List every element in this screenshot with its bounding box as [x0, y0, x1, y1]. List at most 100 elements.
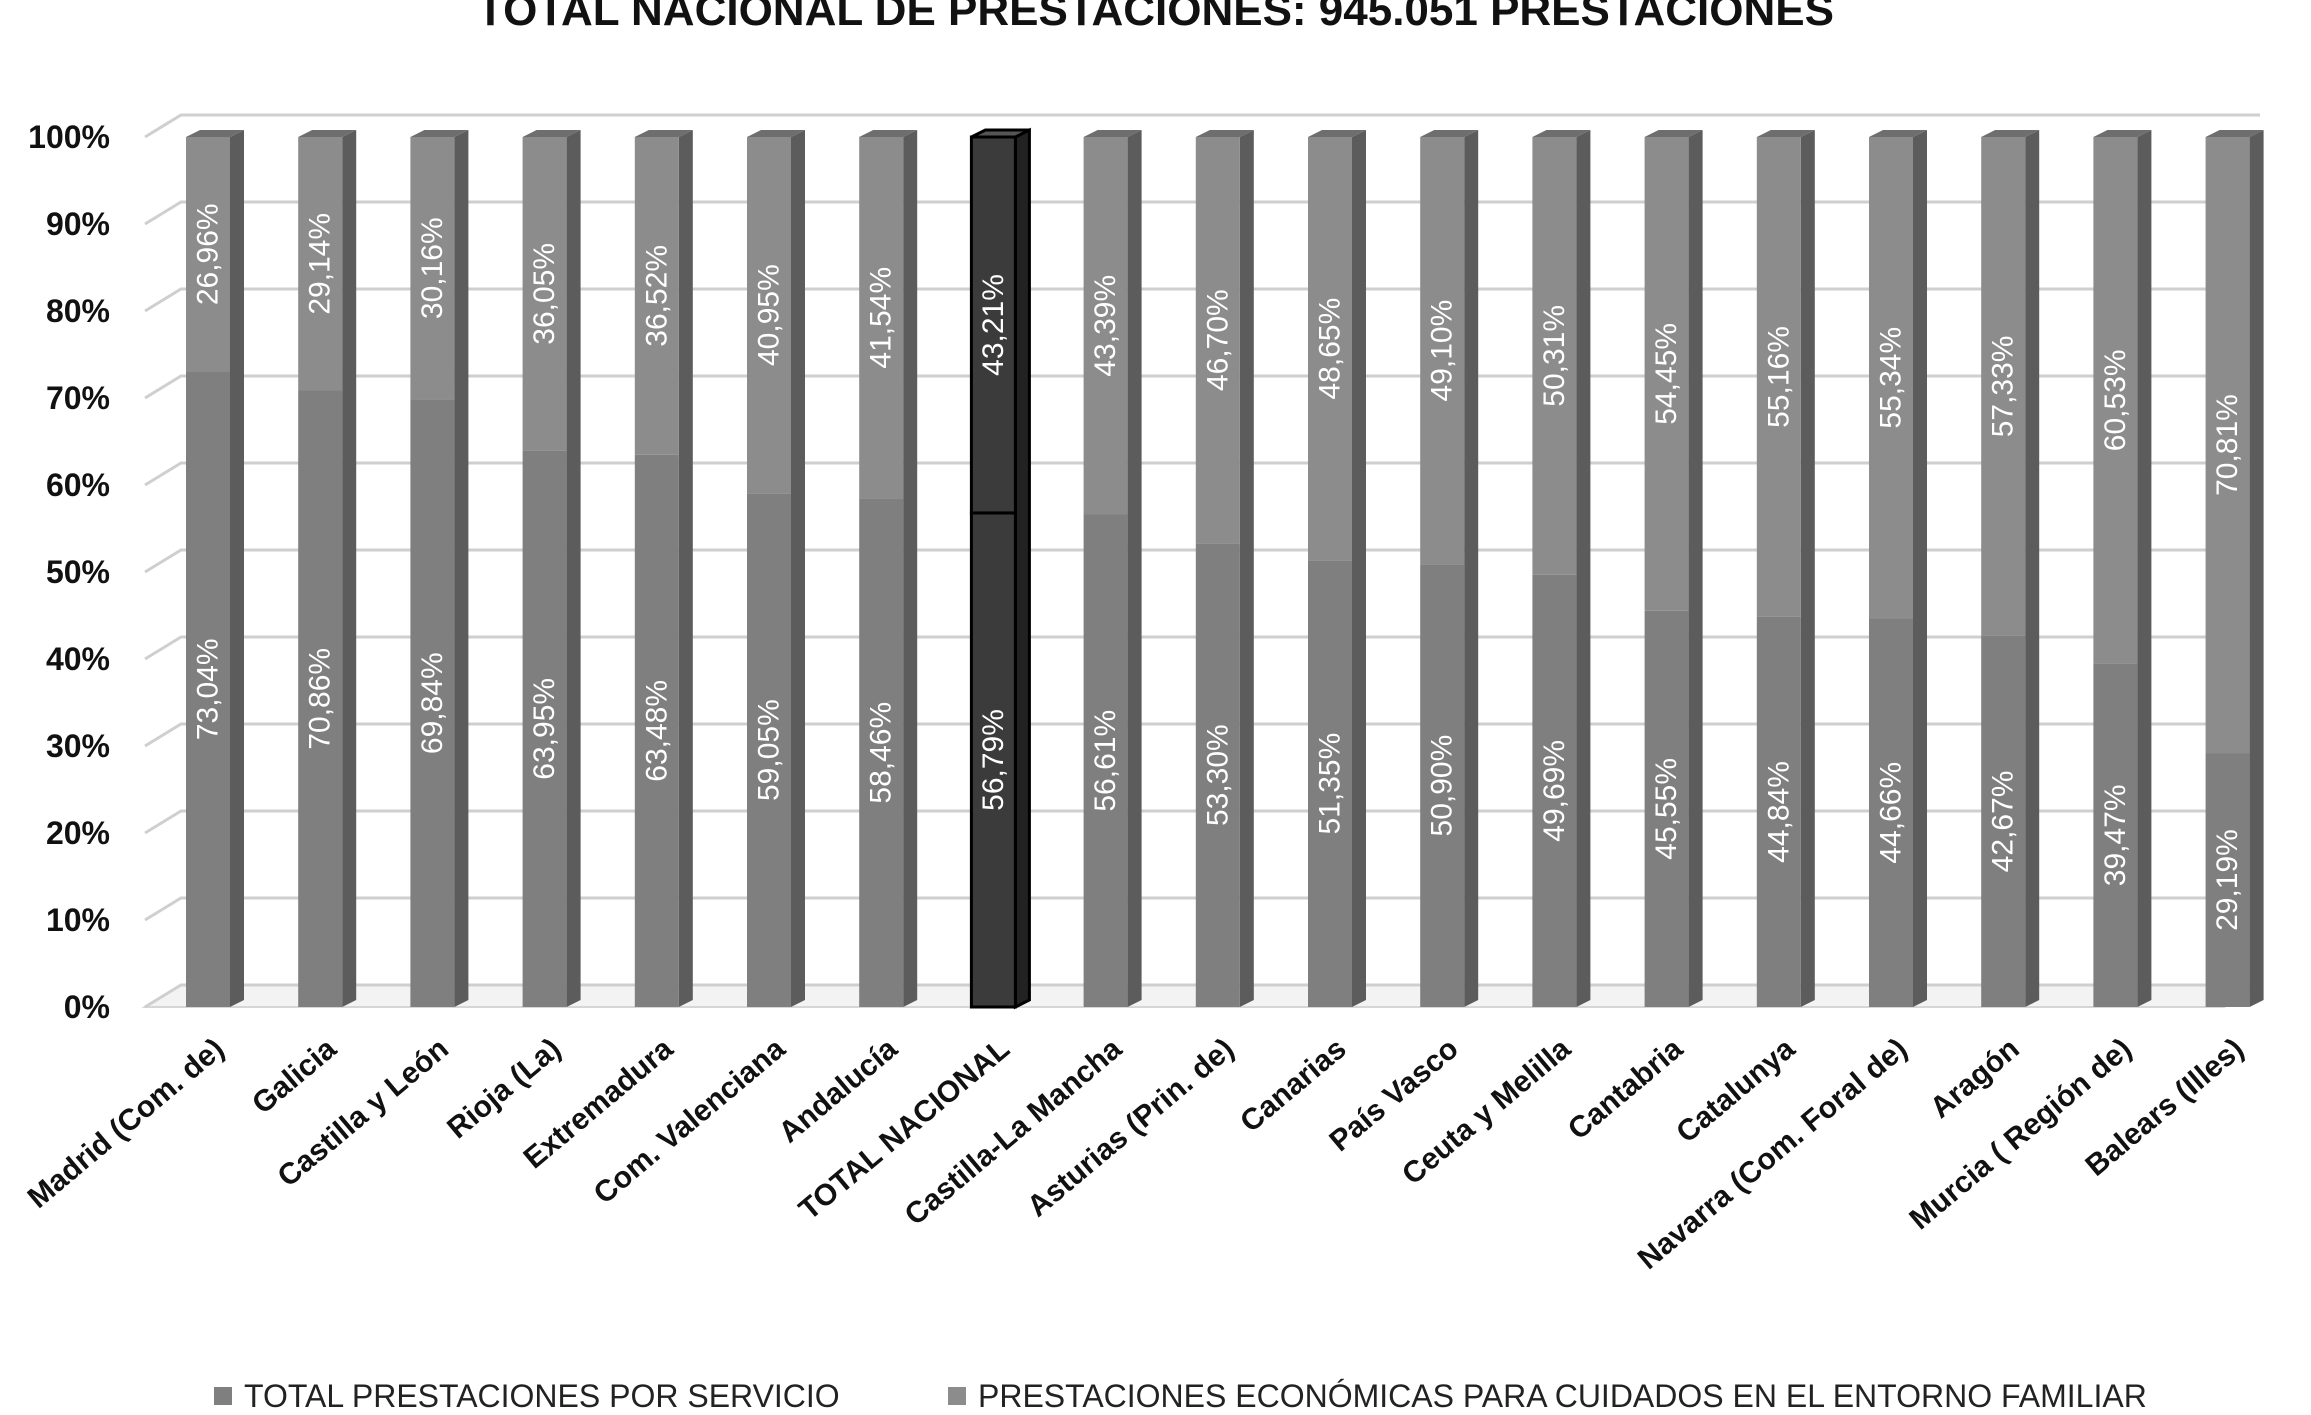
data-label-economicas: 70,81% — [2211, 394, 2244, 496]
bar-segment-economicas — [1532, 137, 1577, 575]
bar-side — [903, 130, 918, 1007]
data-label-economicas: 55,34% — [1875, 327, 1908, 429]
data-label-servicio: 45,55% — [1650, 758, 1683, 860]
bar-side — [1800, 130, 1815, 1007]
bar-segment-servicio — [1981, 635, 2026, 1007]
data-label-servicio: 70,86% — [304, 648, 337, 750]
bar-segment-economicas — [1981, 137, 2026, 636]
bar-top — [2205, 130, 2264, 137]
bar-segment-servicio — [2093, 663, 2138, 1007]
data-label-servicio: 59,05% — [753, 699, 786, 801]
data-label-servicio: 53,30% — [1201, 724, 1234, 826]
y-tick-label: 40% — [46, 641, 110, 677]
bar-segment-economicas — [1308, 137, 1352, 561]
bar-segment-servicio — [859, 498, 904, 1007]
bar-side — [1913, 130, 1927, 1007]
bar-segment-servicio — [1308, 560, 1352, 1007]
bar-top — [1644, 130, 1703, 137]
y-tick-label: 100% — [28, 119, 110, 155]
bar-segment-economicas — [1869, 137, 1913, 619]
data-label-economicas: 48,65% — [1314, 298, 1347, 400]
legend-label-economicas: PRESTACIONES ECONÓMICAS PARA CUIDADOS EN… — [978, 1377, 2147, 1414]
bar-segment-economicas — [747, 137, 791, 494]
bar-segment-servicio — [747, 493, 791, 1007]
legend-swatch-economicas — [948, 1387, 966, 1405]
bar-side — [1239, 130, 1254, 1007]
bar-top — [634, 130, 693, 137]
bar-segment-servicio — [1420, 564, 1465, 1007]
bar-top — [410, 130, 469, 137]
chart-title: TOTAL NACIONAL DE PRESTACIONES: 945.051 … — [477, 0, 1834, 35]
bar-side — [342, 130, 357, 1007]
data-label-economicas: 41,54% — [865, 267, 898, 369]
data-label-servicio: 39,47% — [2099, 784, 2132, 886]
data-label-economicas: 26,96% — [192, 203, 225, 305]
data-label-economicas: 36,05% — [528, 243, 561, 345]
data-label-economicas: 55,16% — [1762, 326, 1795, 428]
bar-top — [859, 130, 918, 137]
bar-top — [1756, 130, 1815, 137]
bar-segment-servicio — [1532, 574, 1577, 1007]
gridline — [144, 113, 2260, 139]
y-tick-label: 70% — [46, 380, 110, 416]
x-category-label: Castilla-La Mancha — [899, 1032, 1129, 1232]
bar-segment-servicio — [298, 390, 343, 1007]
legend-item-economicas: PRESTACIONES ECONÓMICAS PARA CUIDADOS EN… — [948, 1378, 2147, 1414]
data-label-economicas: 49,10% — [1426, 300, 1459, 402]
data-label-servicio: 56,61% — [1089, 710, 1122, 812]
data-label-servicio: 56,79% — [977, 709, 1010, 811]
bar-top — [1981, 130, 2040, 137]
bar-top — [1083, 130, 1142, 137]
bar-top — [298, 130, 357, 137]
bar-top — [522, 130, 581, 137]
bar-side — [230, 130, 244, 1007]
data-label-economicas: 43,39% — [1089, 275, 1122, 377]
bar-segment-economicas — [1756, 137, 1801, 617]
bar-top — [1420, 130, 1479, 137]
data-label-economicas: 36,52% — [640, 245, 673, 347]
data-label-servicio: 51,35% — [1314, 733, 1347, 835]
bar-segment-economicas — [1420, 137, 1465, 565]
bar-segment-servicio — [2205, 753, 2250, 1007]
bar-top — [747, 130, 805, 137]
bar-segment-servicio — [634, 454, 679, 1007]
data-label-economicas: 40,95% — [753, 264, 786, 366]
y-tick-label: 30% — [46, 728, 110, 764]
data-label-economicas: 50,31% — [1538, 305, 1571, 407]
data-label-servicio: 49,69% — [1538, 740, 1571, 842]
bar-segment-servicio — [522, 450, 567, 1007]
bar-side — [2025, 130, 2040, 1007]
x-category-label: Galicia — [246, 1032, 343, 1121]
data-label-economicas: 46,70% — [1201, 289, 1234, 391]
y-tick-label: 20% — [46, 815, 110, 851]
data-label-servicio: 29,19% — [2211, 829, 2244, 931]
bar-top — [1308, 130, 1366, 137]
bar-segment-economicas — [969, 135, 1017, 515]
bar-side — [2249, 130, 2264, 1007]
legend-item-servicio: TOTAL PRESTACIONES POR SERVICIO — [214, 1378, 840, 1414]
bar-segment-economicas — [2093, 137, 2138, 664]
x-category-label: Com. Valenciana — [588, 1032, 792, 1211]
bar-side — [1576, 130, 1591, 1007]
x-category-label: Cantabria — [1562, 1032, 1689, 1146]
bar-side — [2137, 130, 2152, 1007]
data-label-servicio: 63,95% — [528, 678, 561, 780]
legend-label-servicio: TOTAL PRESTACIONES POR SERVICIO — [244, 1377, 840, 1414]
bar-segment-economicas — [634, 137, 679, 455]
x-category-label: TOTAL NACIONAL — [793, 1032, 1016, 1227]
bar-top — [2093, 130, 2152, 137]
data-label-servicio: 44,84% — [1762, 761, 1795, 863]
bar-segment-economicas — [2205, 137, 2250, 754]
x-category-label: Madrid (Com. de) — [22, 1032, 231, 1215]
bar-side — [1688, 130, 1703, 1007]
bar-side — [1013, 127, 1031, 1010]
bar-segment-economicas — [298, 137, 343, 391]
bar-segment-servicio — [1756, 616, 1801, 1007]
data-label-economicas: 29,14% — [304, 213, 337, 315]
y-tick-label: 80% — [46, 293, 110, 329]
data-label-servicio: 69,84% — [416, 652, 449, 754]
data-label-servicio: 73,04% — [192, 638, 225, 740]
legend-swatch-servicio — [214, 1387, 232, 1405]
bar-side — [1352, 130, 1366, 1007]
